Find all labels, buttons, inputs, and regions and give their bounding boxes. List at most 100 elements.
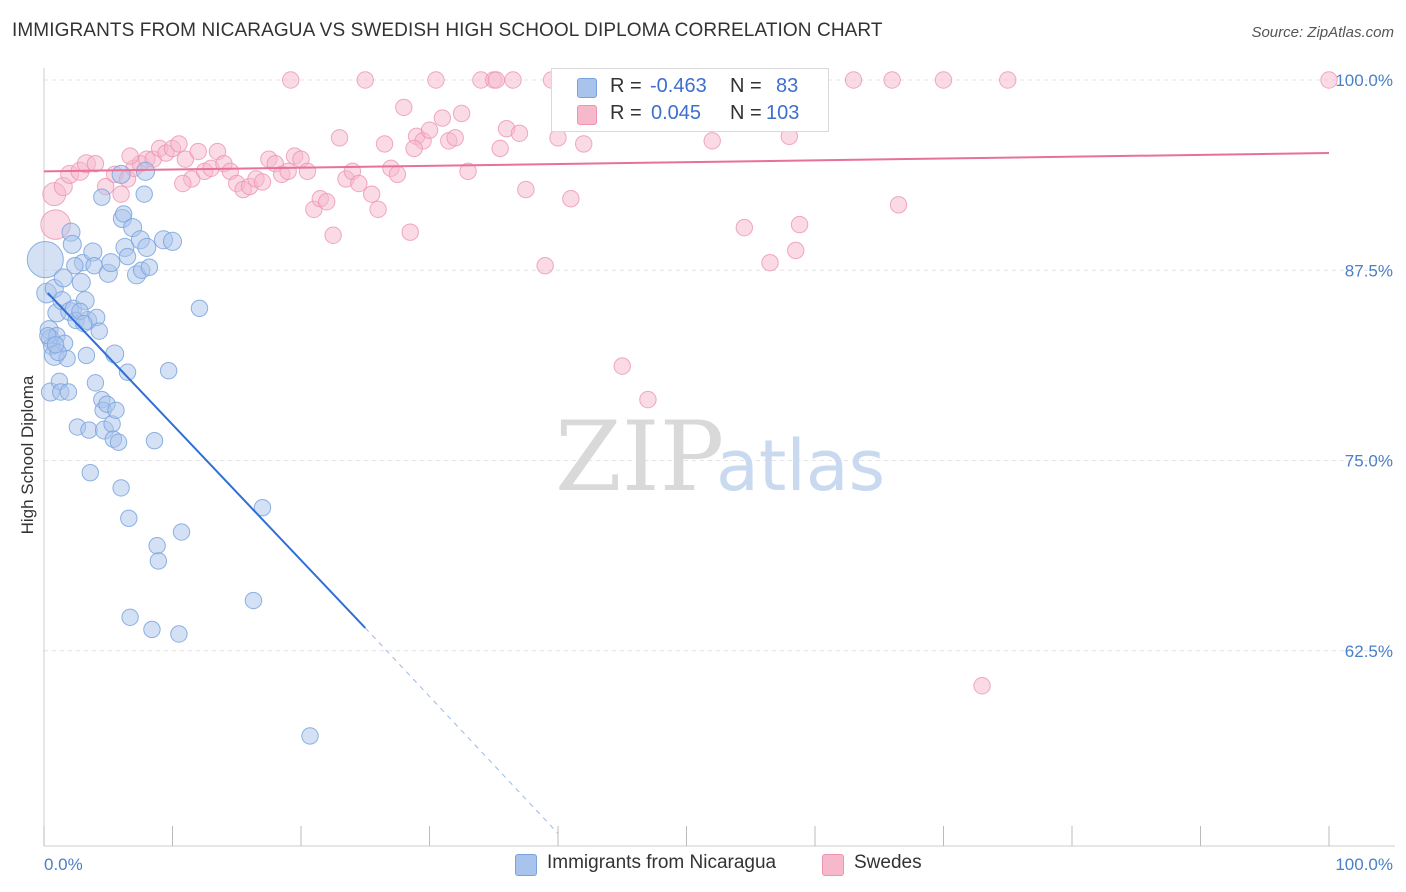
nicaragua-point <box>53 268 73 288</box>
nicaragua-trend-extension <box>364 627 559 834</box>
nicaragua-point <box>190 299 209 317</box>
swedes-point <box>279 162 297 181</box>
nicaragua-point <box>143 620 161 639</box>
nicaragua-point <box>77 346 96 365</box>
swedes-point <box>999 71 1017 89</box>
swedes-point <box>189 142 207 161</box>
nicaragua-point <box>26 241 64 279</box>
nicaragua-point <box>46 336 65 354</box>
watermark: ZIP atlas <box>555 401 885 513</box>
nicaragua-point <box>93 188 111 206</box>
nicaragua-point <box>121 608 139 626</box>
trend-lines <box>43 152 1330 834</box>
swedes-point <box>420 121 439 139</box>
legend-r-label: R = <box>610 102 642 124</box>
legend-n-label: N = <box>730 75 762 97</box>
swedes-point <box>401 223 419 241</box>
bottom-legend-label-nicaragua: Immigrants from Nicaragua <box>547 852 777 873</box>
nicaragua-point <box>90 322 108 340</box>
swedes-trend-line <box>43 152 1330 173</box>
y-tick-label: 75.0% <box>1345 452 1393 471</box>
tick-labels: 62.5% 75.0% 87.5% 100.0% 0.0% 100.0% <box>44 71 1393 874</box>
swedes-points <box>40 71 1338 695</box>
swedes-point <box>504 71 522 89</box>
swedes-point <box>787 241 805 260</box>
swedes-point <box>575 135 593 153</box>
swedes-point <box>176 150 195 168</box>
nicaragua-point <box>71 272 91 292</box>
legend-swatch-nicaragua <box>577 78 597 98</box>
nicaragua-point <box>66 256 84 275</box>
x-tick-label: 0.0% <box>44 855 83 874</box>
swedes-point <box>298 162 317 181</box>
x-tick-label: 100.0% <box>1335 855 1393 874</box>
swedes-point <box>491 139 509 158</box>
swedes-point <box>973 677 991 695</box>
swedes-point <box>790 215 809 234</box>
nicaragua-point <box>109 433 128 451</box>
swedes-point <box>112 185 130 203</box>
swedes-point <box>282 71 300 89</box>
y-tick-label: 62.5% <box>1345 642 1393 661</box>
bottom-legend-swatch-nicaragua <box>515 854 537 876</box>
nicaragua-point <box>118 247 137 266</box>
legend-row-swedes: R = 0.045 N = 103 <box>552 102 828 128</box>
nicaragua-point <box>111 164 131 184</box>
swedes-point <box>318 193 336 211</box>
swedes-point <box>446 129 464 147</box>
swedes-point <box>934 71 953 89</box>
nicaragua-point <box>81 463 99 482</box>
swedes-point <box>562 190 580 208</box>
swedes-point <box>356 71 374 89</box>
swedes-point <box>639 390 657 409</box>
nicaragua-point <box>301 727 319 745</box>
nicaragua-point <box>120 509 138 528</box>
y-axis-title: High School Diploma <box>18 375 37 534</box>
nicaragua-point <box>170 625 188 643</box>
swedes-point <box>883 71 901 89</box>
y-tick-label: 87.5% <box>1345 261 1393 280</box>
nicaragua-point <box>112 479 130 497</box>
swedes-point <box>395 98 413 117</box>
nicaragua-point <box>86 374 105 392</box>
nicaragua-point <box>80 421 98 439</box>
swedes-point <box>761 253 779 272</box>
swedes-point <box>703 132 721 150</box>
chart-title: IMMIGRANTS FROM NICARAGUA VS SWEDISH HIG… <box>12 20 883 41</box>
swedes-point <box>459 162 477 181</box>
legend-r-label: R = <box>610 75 642 97</box>
legend-row-nicaragua: R = -0.463 N = 83 <box>552 75 828 101</box>
swedes-point <box>369 200 387 219</box>
swedes-point <box>388 165 407 184</box>
nicaragua-point <box>135 185 153 203</box>
bottom-legend-label-swedes: Swedes <box>854 852 922 873</box>
swedes-point <box>324 226 342 244</box>
swedes-point <box>174 174 192 193</box>
swedes-point <box>375 135 394 153</box>
nicaragua-point <box>137 237 157 257</box>
swedes-point <box>121 147 139 165</box>
swedes-point <box>549 129 567 147</box>
nicaragua-point <box>118 363 137 381</box>
nicaragua-point <box>105 344 125 364</box>
watermark-atlas: atlas <box>716 425 885 507</box>
legend-swatch-swedes <box>577 105 597 125</box>
swedes-point <box>350 174 368 193</box>
nicaragua-points <box>26 161 319 745</box>
nicaragua-point <box>140 258 159 276</box>
swedes-point <box>427 71 445 89</box>
stats-legend: R = -0.463 N = 83 R = 0.045 N = 103 <box>551 68 829 132</box>
nicaragua-point <box>172 523 191 541</box>
swedes-point <box>735 218 754 237</box>
legend-n-label: N = <box>730 102 762 124</box>
swedes-point <box>253 173 272 191</box>
swedes-point <box>889 196 908 214</box>
nicaragua-point <box>59 383 78 401</box>
nicaragua-point <box>145 432 164 450</box>
nicaragua-point <box>135 161 156 181</box>
swedes-point <box>536 256 554 275</box>
nicaragua-point <box>101 253 121 273</box>
nicaragua-point <box>159 362 178 380</box>
legend-r-value: 0.045 <box>651 102 702 124</box>
